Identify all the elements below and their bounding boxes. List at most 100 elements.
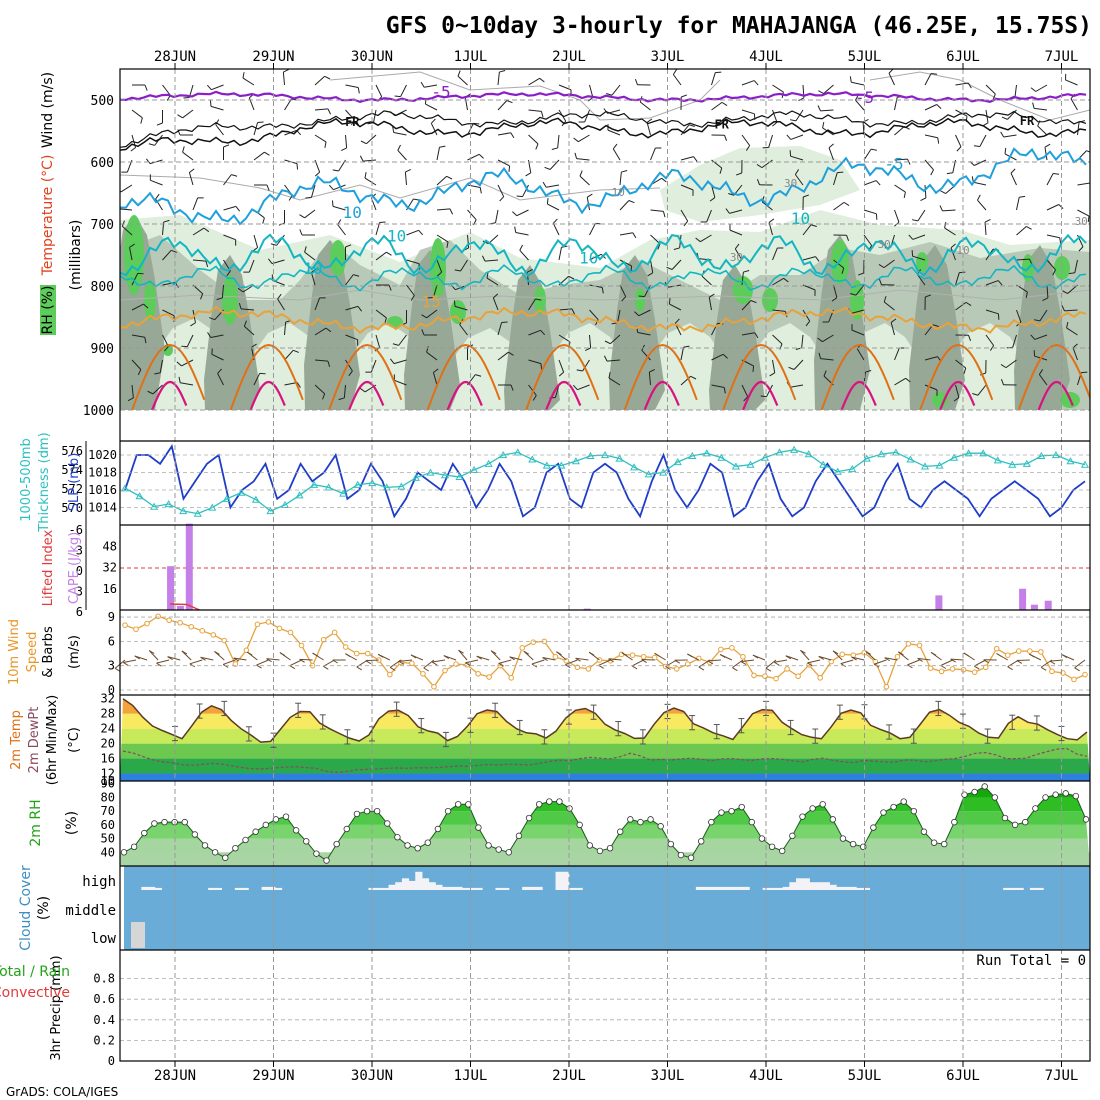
isotherm-freezing bbox=[120, 110, 1087, 148]
ylabel-cloud-unit: (%) bbox=[36, 896, 52, 920]
isotherm-label: 10 bbox=[791, 209, 810, 228]
wind10-barb bbox=[840, 663, 847, 668]
wind-barb bbox=[855, 284, 865, 296]
wind-barb bbox=[668, 298, 671, 305]
wind-barb bbox=[1066, 327, 1078, 336]
wind-barb bbox=[650, 234, 661, 245]
x-tick-label-top: 3JUL bbox=[651, 49, 685, 65]
cape-tick-label: 16 bbox=[103, 582, 117, 596]
wind-speed-marker bbox=[839, 651, 846, 658]
isotherm-label: 10 bbox=[387, 226, 406, 245]
wind10-barb bbox=[200, 656, 206, 661]
wind-barb bbox=[772, 84, 784, 93]
wind-barb bbox=[1016, 226, 1027, 236]
wind-barb bbox=[711, 353, 724, 361]
wind-barb bbox=[486, 272, 489, 279]
wind-barb bbox=[1001, 116, 1008, 120]
wind-barb bbox=[754, 332, 759, 339]
wind-barb bbox=[810, 224, 817, 227]
wind-speed-marker bbox=[574, 664, 581, 671]
wind-barb bbox=[131, 109, 143, 119]
wind-tick-label: 0 bbox=[108, 683, 115, 697]
high-cloud-bar bbox=[829, 884, 837, 890]
rh-2m-marker bbox=[647, 816, 654, 823]
high-cloud-bar bbox=[462, 887, 470, 890]
wind-barb bbox=[795, 109, 804, 122]
wind-barb bbox=[606, 93, 613, 96]
x-tick-label-bottom: 3JUL bbox=[651, 1068, 685, 1084]
wind-barb bbox=[820, 358, 834, 361]
isotherm-25 bbox=[643, 380, 680, 411]
wind-barb bbox=[137, 369, 142, 376]
wind-speed-marker bbox=[740, 653, 746, 660]
wind10-barb bbox=[907, 659, 920, 666]
wind-barb bbox=[878, 278, 882, 285]
wind-barb bbox=[974, 159, 987, 166]
wind-barb bbox=[386, 251, 392, 256]
wind-barb bbox=[171, 249, 177, 253]
wind-barb bbox=[180, 382, 194, 386]
thickness-marker bbox=[950, 453, 959, 461]
rh-gap bbox=[950, 323, 1028, 410]
wind-speed-marker bbox=[364, 650, 371, 657]
wind-barb bbox=[284, 322, 287, 336]
wind-barb bbox=[965, 301, 972, 307]
wind-barb bbox=[946, 172, 953, 175]
thickness-marker bbox=[470, 465, 479, 473]
li-tick-label: 3 bbox=[76, 585, 83, 599]
high-cloud-bar bbox=[401, 878, 410, 890]
wind-barb bbox=[552, 218, 558, 224]
high-cloud-bar bbox=[535, 886, 543, 890]
panel-frames bbox=[85, 63, 1091, 1067]
wind-barb bbox=[756, 178, 760, 185]
wind-speed-marker bbox=[684, 661, 691, 667]
wind-barb bbox=[894, 126, 905, 136]
rh-2m-marker bbox=[211, 849, 219, 856]
wind-speed-marker bbox=[331, 629, 338, 636]
wind-barb bbox=[790, 134, 804, 140]
wind-barb bbox=[359, 387, 366, 393]
wind-barb bbox=[209, 100, 212, 107]
rh-contour bbox=[869, 71, 1090, 121]
wind-barb bbox=[833, 172, 838, 186]
wind-barb bbox=[200, 293, 204, 300]
wind-barb bbox=[373, 109, 377, 123]
wind-barb bbox=[955, 384, 960, 398]
wind-barb bbox=[1089, 183, 1090, 184]
rh-shade-green bbox=[932, 392, 948, 408]
wind-barb bbox=[558, 334, 571, 343]
wind-barb bbox=[789, 119, 797, 122]
wind-barb bbox=[650, 259, 654, 273]
rh-2m-marker bbox=[991, 794, 999, 801]
wind-barb bbox=[634, 78, 638, 85]
isotherm-label: 10 bbox=[579, 249, 598, 268]
isotherm-20 bbox=[1017, 343, 1090, 411]
rh-2m-marker bbox=[404, 842, 411, 849]
wind-barb bbox=[683, 220, 689, 227]
wind-barb bbox=[314, 134, 327, 143]
wind-barb bbox=[963, 367, 967, 374]
wind-barb bbox=[912, 255, 926, 261]
wind-barb bbox=[728, 193, 735, 196]
wind10-barb bbox=[423, 659, 435, 669]
x-tick-label-bottom: 7JUL bbox=[1045, 1068, 1079, 1084]
wind-barb bbox=[210, 334, 224, 338]
wind-barb bbox=[850, 293, 857, 296]
wind-speed-marker bbox=[232, 661, 239, 667]
wind-barb bbox=[131, 273, 139, 286]
wind-barb bbox=[924, 73, 932, 86]
wind-barb bbox=[481, 255, 486, 262]
wind10-barb bbox=[256, 664, 262, 669]
wind-barb bbox=[345, 274, 354, 286]
wind-barb bbox=[515, 232, 529, 236]
rh-2m-marker bbox=[535, 801, 543, 808]
wind-barb bbox=[939, 205, 943, 212]
high-cloud-bar bbox=[735, 886, 744, 890]
wind-barb bbox=[420, 81, 425, 88]
wind-barb bbox=[638, 295, 645, 298]
high-cloud-bar bbox=[148, 886, 156, 890]
wind-barb bbox=[894, 97, 898, 111]
wind-barb bbox=[802, 224, 812, 236]
wind-barb bbox=[345, 244, 352, 248]
wind-barb bbox=[519, 244, 523, 251]
